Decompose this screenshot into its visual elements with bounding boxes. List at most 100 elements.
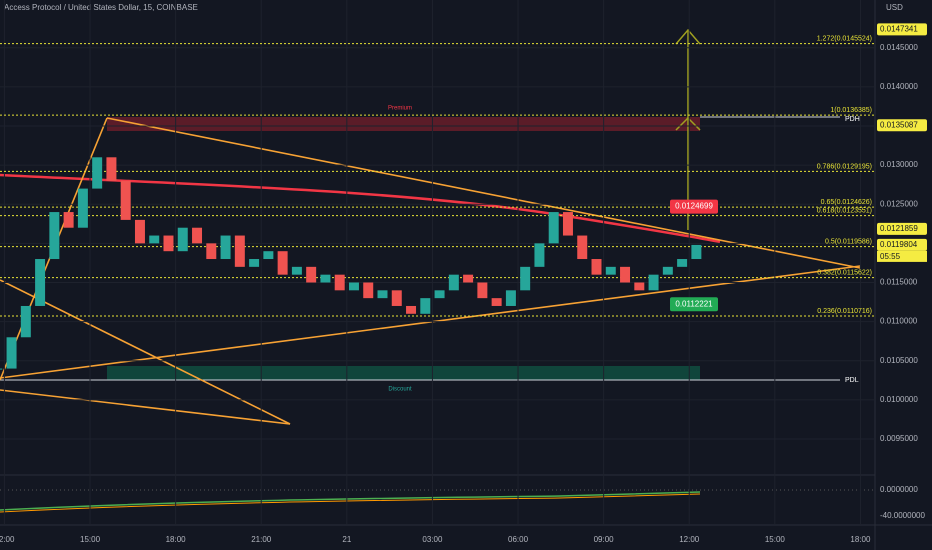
candle xyxy=(320,274,331,283)
candle xyxy=(234,235,245,267)
x-tick-label: 21 xyxy=(342,535,351,544)
x-tick-label: 21:00 xyxy=(251,535,272,544)
candle xyxy=(249,259,260,267)
x-tick-label: 18:00 xyxy=(166,535,187,544)
premium-label: Premium xyxy=(388,106,412,112)
x-tick-label: 03:00 xyxy=(422,535,443,544)
candle xyxy=(505,290,516,306)
indicator-tick: -40.0000000 xyxy=(880,511,925,520)
candle xyxy=(406,305,417,314)
candle xyxy=(334,274,345,291)
x-tick-label: 12:00 xyxy=(0,535,15,544)
indicator-signal xyxy=(0,493,701,513)
x-tick-label: 18:00 xyxy=(850,535,871,544)
candle xyxy=(605,266,616,275)
candle xyxy=(92,157,103,189)
candle xyxy=(377,290,388,299)
chart-title: Access Protocol / United States Dollar, … xyxy=(4,3,198,12)
candle xyxy=(662,266,673,275)
y-tick-label: 0.0115000 xyxy=(880,278,918,287)
discount-label: Discount xyxy=(388,387,412,393)
candle xyxy=(591,259,602,275)
y-tick-label: 0.0140000 xyxy=(880,82,918,91)
fib-label: 0.786(0.0129195) xyxy=(817,163,872,170)
candle xyxy=(620,266,631,283)
indicator-tick: 0.0000000 xyxy=(880,485,918,494)
candle xyxy=(363,282,374,299)
countdown-box xyxy=(877,250,927,262)
candle xyxy=(648,274,659,291)
candle xyxy=(106,157,117,181)
fib-label: 0.618(0.0123551) xyxy=(817,207,872,214)
candle xyxy=(263,251,274,260)
candle xyxy=(434,290,445,299)
y-tick-label: 0.0125000 xyxy=(880,199,918,208)
indicator-line xyxy=(0,491,701,511)
candle xyxy=(562,212,573,236)
candle xyxy=(677,259,688,267)
candle xyxy=(6,337,17,369)
candle xyxy=(206,243,217,260)
premium-zone xyxy=(107,117,700,131)
moving-average xyxy=(0,173,721,244)
price-tag xyxy=(877,23,927,36)
candle xyxy=(35,259,46,306)
x-tick-label: 15:00 xyxy=(80,535,101,544)
price-marker xyxy=(670,297,718,312)
price-tag-label: 0.0119804 xyxy=(880,240,918,249)
candle xyxy=(477,282,488,299)
candle xyxy=(548,212,559,244)
currency: USD xyxy=(886,3,903,12)
candle xyxy=(306,266,317,283)
price-marker-label: 0.0124699 xyxy=(675,202,713,211)
candle xyxy=(220,235,231,260)
y-tick-label: 0.0110000 xyxy=(880,317,918,326)
fib-label: 0.236(0.0110716) xyxy=(817,308,872,315)
candle xyxy=(63,212,74,228)
candle xyxy=(49,212,60,260)
candle xyxy=(520,266,531,291)
candle xyxy=(134,219,145,244)
discount-zone xyxy=(107,366,700,380)
y-tick-label: 0.0100000 xyxy=(880,395,918,404)
fib-label: 0.382(0.0115622) xyxy=(817,269,872,276)
y-tick-label: 0.0130000 xyxy=(880,160,918,169)
y-tick-label: 0.0095000 xyxy=(880,434,918,443)
candle xyxy=(77,188,88,228)
pdl-label: PDL xyxy=(845,377,859,384)
y-tick-label: 0.0145000 xyxy=(880,43,918,52)
candle xyxy=(177,227,188,252)
candle xyxy=(448,274,459,291)
candle xyxy=(634,282,645,291)
price-tag xyxy=(877,238,927,251)
candle xyxy=(534,243,545,267)
x-tick-label: 09:00 xyxy=(594,535,615,544)
candle xyxy=(291,266,302,275)
price-tag-label: 0.0121859 xyxy=(880,224,918,233)
candle xyxy=(491,298,502,306)
price-tag-label: 0.0147341 xyxy=(880,25,918,34)
x-tick-label: 12:00 xyxy=(679,535,700,544)
candle xyxy=(577,235,588,260)
price-tag xyxy=(877,222,927,235)
candle xyxy=(277,251,288,275)
candle xyxy=(691,244,702,260)
price-tag xyxy=(877,119,927,132)
x-tick-label: 06:00 xyxy=(508,535,529,544)
candle xyxy=(0,368,3,370)
price-tag-label: 0.0135087 xyxy=(880,120,918,129)
fib-label: 0.65(0.0124626) xyxy=(821,199,872,206)
pdh-label: PDH xyxy=(845,116,860,123)
candle xyxy=(391,290,402,306)
fib-label: 1(0.0136385) xyxy=(830,107,872,114)
candle xyxy=(163,235,174,252)
candle xyxy=(20,305,31,338)
countdown: 05:55 xyxy=(880,252,901,261)
y-tick-label: 0.0105000 xyxy=(880,356,918,365)
fib-label: 0.5(0.0119586) xyxy=(825,238,872,245)
price-marker xyxy=(670,199,718,214)
candle xyxy=(348,282,359,291)
candle xyxy=(120,180,131,220)
candle xyxy=(420,298,431,314)
